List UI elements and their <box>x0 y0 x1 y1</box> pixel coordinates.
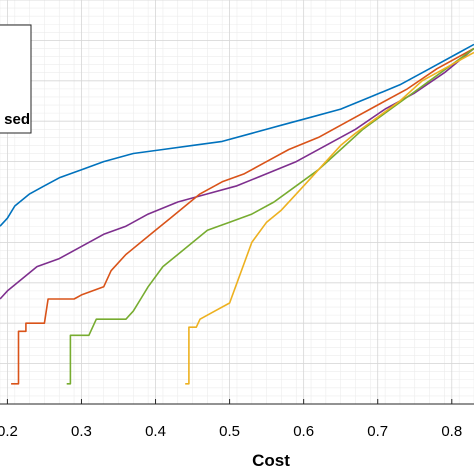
series-line-5 <box>185 51 474 385</box>
x-tick-label: 0.8 <box>441 423 462 440</box>
legend-box <box>0 24 32 134</box>
series-group <box>0 43 474 385</box>
x-tick-label: 0.5 <box>219 423 240 440</box>
x-tick-label: 0.4 <box>145 423 166 440</box>
x-axis-title: Cost <box>252 451 290 470</box>
series-line-1 <box>0 43 474 227</box>
series-line-3 <box>11 47 474 385</box>
x-ticks: 0.2 0.3 0.4 0.5 0.6 0.7 0.8 <box>0 399 462 440</box>
legend-entry-text: sed <box>4 111 30 128</box>
x-tick-label: 0.7 <box>367 423 388 440</box>
series-line-2 <box>0 47 474 300</box>
x-tick-label: 0.2 <box>0 423 18 440</box>
legend: sed <box>0 24 32 134</box>
x-tick-label: 0.6 <box>293 423 314 440</box>
x-tick-label: 0.3 <box>71 423 92 440</box>
series-line-4 <box>66 47 474 385</box>
